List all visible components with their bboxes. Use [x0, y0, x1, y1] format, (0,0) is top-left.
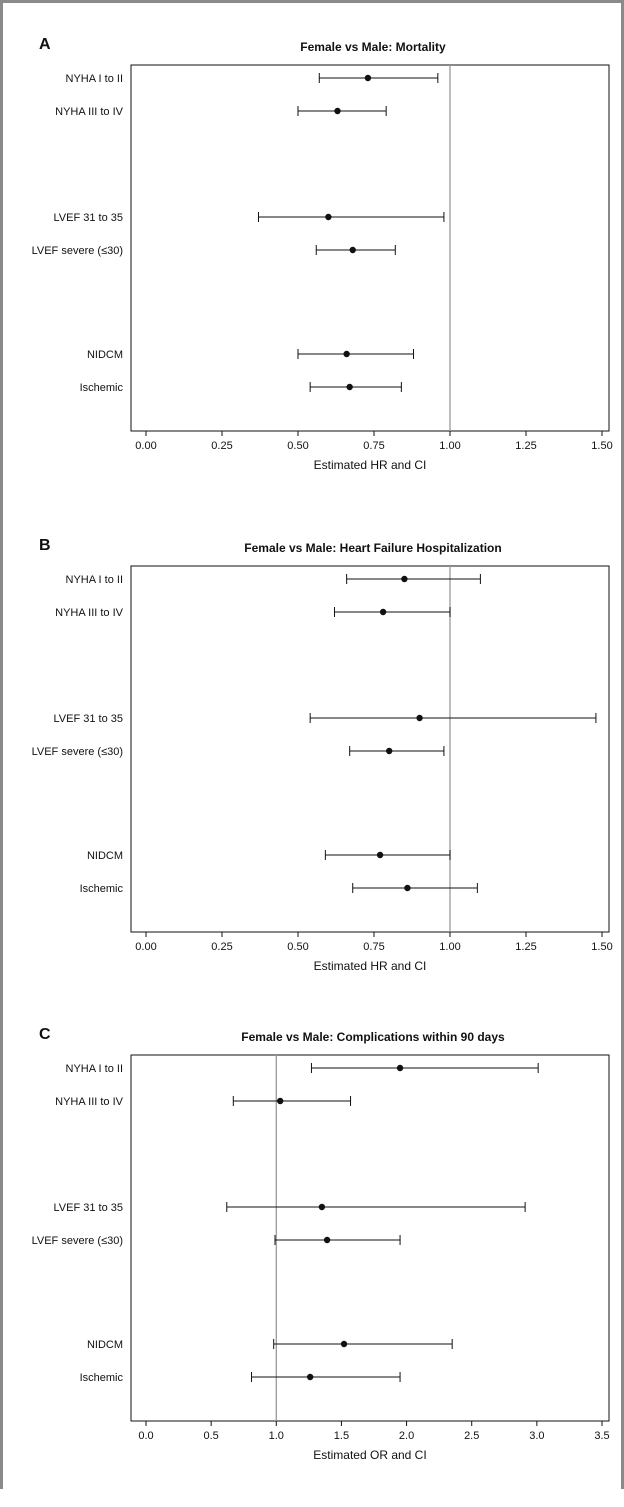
x-tick-label: 1.25 — [515, 440, 536, 452]
x-axis-label: Estimated OR and CI — [313, 1448, 426, 1462]
row-label: NYHA I to II — [66, 574, 123, 586]
estimate-point — [416, 714, 423, 722]
row-label: LVEF 31 to 35 — [53, 212, 123, 224]
estimate-point — [343, 350, 350, 358]
forest-plot-hf-hospitalization: B Female vs Male: Heart Failure Hospitali… — [3, 528, 621, 1018]
x-tick-label: 0.50 — [287, 941, 308, 953]
forest-plot-complications-svg: C Female vs Male: Complications within 90… — [32, 1026, 610, 1462]
row-label: LVEF severe (≤30) — [32, 245, 123, 257]
row-label: Ischemic — [80, 1372, 124, 1384]
x-tick-label: 0.5 — [203, 1430, 218, 1442]
x-tick-label: 2.0 — [399, 1430, 414, 1442]
x-tick-label: 1.0 — [269, 1430, 284, 1442]
row-label: LVEF severe (≤30) — [32, 1235, 123, 1247]
x-tick-label: 1.50 — [591, 440, 612, 452]
estimate-point — [404, 884, 411, 892]
x-tick-label: 3.5 — [594, 1430, 609, 1442]
x-tick-label: 3.0 — [529, 1430, 544, 1442]
x-tick-label: 1.00 — [439, 941, 460, 953]
row-label: NIDCM — [87, 349, 123, 361]
x-tick-label: 0.00 — [135, 440, 156, 452]
row-label: NYHA I to II — [66, 73, 123, 85]
estimate-point — [401, 575, 408, 583]
estimate-point — [379, 608, 387, 616]
x-tick-label: 0.50 — [287, 440, 308, 452]
x-tick-label: 0.25 — [211, 440, 232, 452]
row-label: LVEF 31 to 35 — [53, 713, 123, 725]
estimate-point — [318, 1203, 326, 1211]
chart-title: Female vs Male: Mortality — [300, 40, 446, 54]
x-tick-label: 0.75 — [363, 440, 384, 452]
row-label: NYHA III to IV — [55, 607, 124, 619]
forest-plot-hf-hospitalization-svg: B Female vs Male: Heart Failure Hospitali… — [32, 537, 613, 973]
x-axis-label: Estimated HR and CI — [314, 458, 427, 472]
panel-letter: B — [39, 537, 51, 554]
forest-plot-complications: C Female vs Male: Complications within 90… — [3, 1017, 621, 1507]
row-label: NYHA III to IV — [55, 1096, 124, 1108]
x-tick-label: 2.5 — [464, 1430, 479, 1442]
x-tick-label: 0.0 — [138, 1430, 153, 1442]
row-label: LVEF 31 to 35 — [53, 1202, 123, 1214]
estimate-point — [340, 1340, 348, 1348]
estimate-point — [334, 107, 341, 115]
x-axis-label: Estimated HR and CI — [314, 959, 427, 973]
estimate-point — [396, 1064, 404, 1072]
plot-frame — [130, 1054, 610, 1422]
row-label: LVEF severe (≤30) — [32, 746, 123, 758]
forest-plot-mortality: A Female vs Male: Mortality 0.00 0.25 0.50 0.… — [3, 27, 621, 517]
row-label: NIDCM — [87, 850, 123, 862]
estimate-point — [346, 383, 353, 391]
estimate-point — [306, 1373, 314, 1381]
chart-title: Female vs Male: Heart Failure Hospitaliz… — [244, 541, 501, 555]
panel-letter: C — [39, 1026, 51, 1043]
estimate-point — [376, 851, 384, 859]
x-tick-label: 0.00 — [135, 941, 156, 953]
estimate-point — [349, 246, 356, 254]
row-label: Ischemic — [80, 883, 124, 895]
row-label: NIDCM — [87, 1339, 123, 1351]
row-label: NYHA I to II — [66, 1063, 123, 1075]
x-tick-label: 1.25 — [515, 941, 536, 953]
chart-title: Female vs Male: Complications within 90 … — [241, 1030, 505, 1044]
plot-frame — [130, 565, 610, 933]
x-tick-label: 1.5 — [334, 1430, 349, 1442]
plot-frame — [130, 64, 610, 432]
estimate-point — [364, 74, 372, 82]
x-tick-label: 0.75 — [363, 941, 384, 953]
x-tick-label: 1.00 — [439, 440, 460, 452]
forest-plot-mortality-svg: A Female vs Male: Mortality 0.00 0.25 0.50 0.… — [32, 36, 613, 472]
estimate-point — [386, 747, 393, 755]
estimate-point — [276, 1097, 284, 1105]
x-tick-label: 1.50 — [591, 941, 612, 953]
row-label: Ischemic — [80, 382, 124, 394]
estimate-point — [323, 1236, 331, 1244]
x-tick-label: 0.25 — [211, 941, 232, 953]
estimate-point — [325, 213, 332, 221]
row-label: NYHA III to IV — [55, 106, 124, 118]
panel-letter: A — [39, 36, 51, 53]
